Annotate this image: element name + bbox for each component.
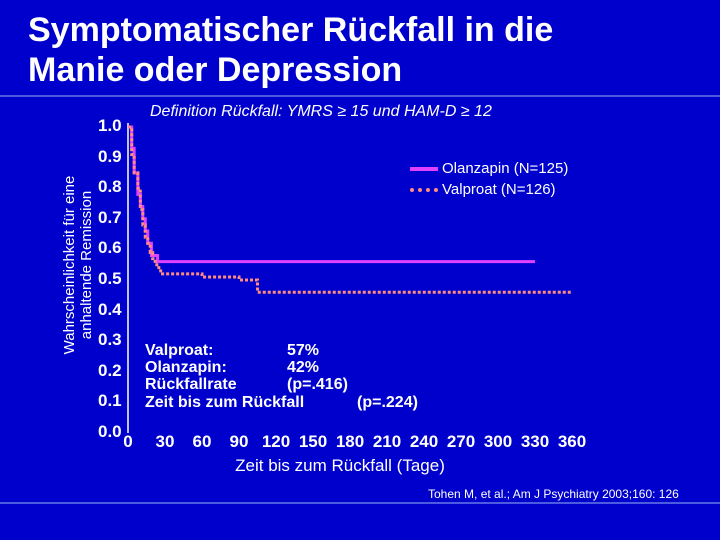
y-tick-label: 0.8 [98,177,122,197]
y-tick-label: 0.0 [98,422,122,441]
title-line-2: Manie oder Depression [28,51,403,89]
y-tick-label: 0.1 [98,391,122,411]
x-tick-label: 210 [372,432,402,451]
x-tick-label: 30 [155,432,175,451]
annotation-valproat-label: Valproat: [145,342,214,359]
y-tick-label: 1.0 [98,116,122,135]
legend-olanzapin-swatch [410,167,438,172]
series-layer [128,125,572,294]
annotation-olanzapin-label: Olanzapin: [145,359,227,376]
annotation-rate-p: (p=.416) [287,376,348,393]
title-divider [0,95,720,97]
y-tick-label: 0.4 [98,299,122,319]
x-tick-label: 360 [557,432,587,451]
y-tick-label: 0.9 [98,146,122,166]
slide-title: Symptomatischer Rückfall in die Manie od… [28,10,708,90]
y-tick-label: 0.6 [98,238,122,258]
x-tick-label: 0 [123,432,133,451]
source-citation: Tohen M, et al.; Am J Psychiatry 2003;16… [428,487,679,501]
y-tick-label: 0.5 [98,269,122,288]
x-tick-label: 270 [446,432,476,451]
y-tick-label: 0.3 [98,330,122,350]
x-tick-label: 120 [261,432,291,451]
relapse-definition: Definition Rückfall: YMRS ≥ 15 und HAM-D… [150,103,492,120]
annotation-rate-label: Rückfallrate [145,376,237,393]
footer-divider [0,502,720,504]
legend-valproat: Valproat (N=126) [410,181,556,198]
legend-valproat-label: Valproat (N=126) [442,181,556,198]
x-tick-label: 150 [298,432,328,451]
x-tick-label: 180 [335,432,365,451]
series-line-valproat [128,125,572,294]
annotation-time-p: (p=.224) [357,394,418,411]
y-tick-label: 0.7 [98,207,122,227]
x-tick-label: 330 [520,432,550,451]
legend-olanzapin: Olanzapin (N=125) [410,160,568,177]
x-tick-label: 300 [483,432,513,451]
x-axis-label: Zeit bis zum Rückfall (Tage) [235,456,445,475]
x-tick-label: 240 [409,432,439,451]
annotation-valproat-value: 57% [287,342,320,359]
x-tick-label: 90 [229,432,249,451]
legend-olanzapin-label: Olanzapin (N=125) [442,160,569,177]
y-tick-label: 0.2 [98,360,122,380]
annotation-olanzapin-value: 42% [287,359,320,376]
x-tick-label: 60 [192,432,212,451]
annotation-time-label: Zeit bis zum Rückfall [145,394,305,411]
legend-valproat-swatch [410,188,438,193]
title-line-1: Symptomatischer Rückfall in die [28,11,554,49]
